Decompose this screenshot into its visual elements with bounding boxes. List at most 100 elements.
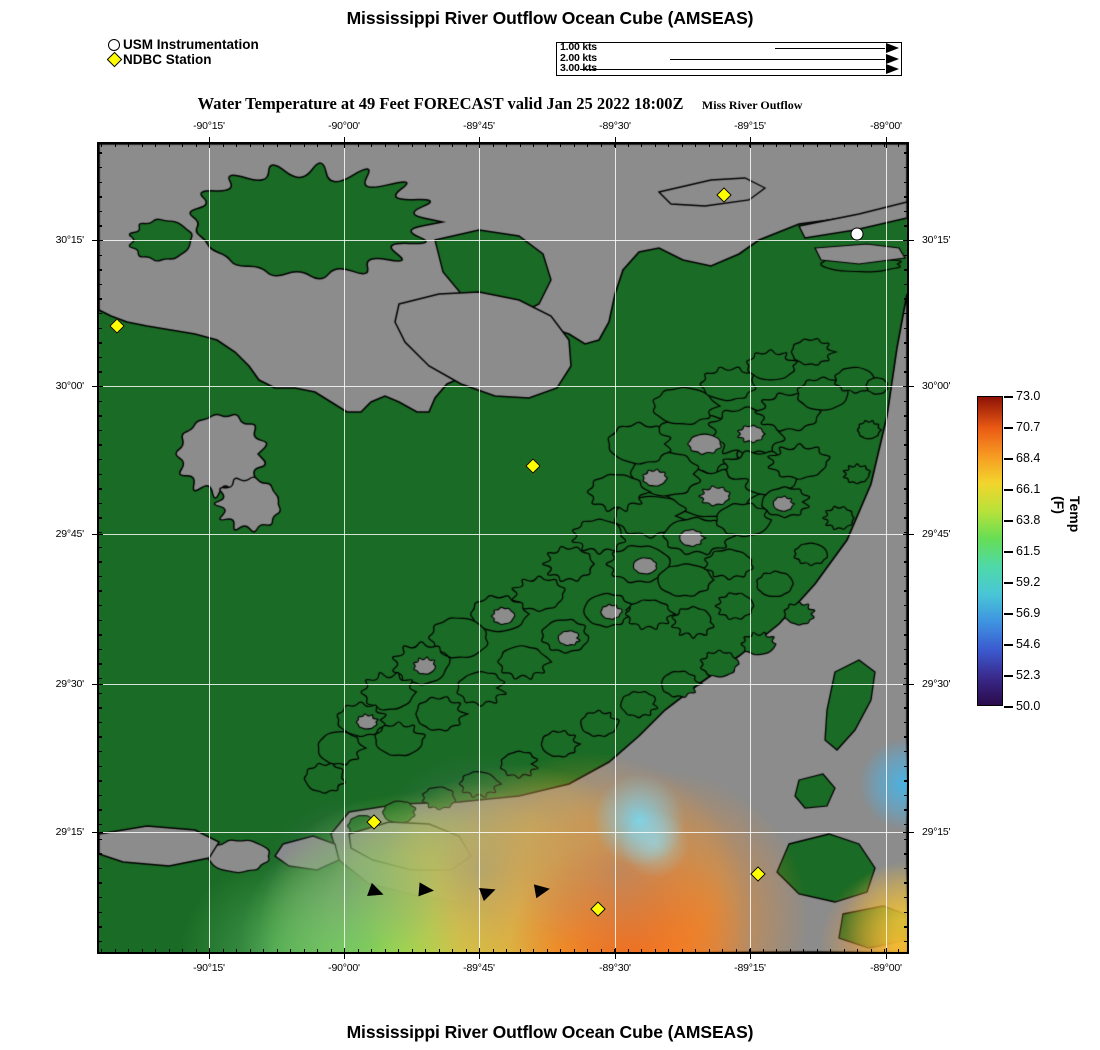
axis-tick-minor-y: [97, 415, 102, 417]
gridline-vertical: [479, 144, 481, 952]
velocity-scale-row: 1.00 kts: [557, 41, 901, 54]
axis-tick-minor-x: [641, 949, 643, 954]
axis-tick-minor-x: [560, 142, 562, 147]
axis-tick-major-x: [344, 948, 346, 959]
velocity-arrow-icon: [886, 43, 899, 53]
axis-tick-minor-y: [97, 780, 102, 782]
axis-tick-minor-x: [411, 142, 413, 147]
axis-tick-minor-y: [97, 794, 102, 797]
axis-tick-minor-x: [830, 949, 832, 954]
axis-tick-major-x: [886, 948, 888, 959]
diamond-icon: [106, 51, 123, 68]
axis-tick-major-y: [92, 240, 103, 242]
axis-tick-minor-y: [904, 517, 909, 519]
axis-tick-minor-y: [904, 765, 909, 767]
axis-tick-major-x: [750, 137, 752, 148]
y-axis-tick-label: 30°15': [922, 234, 951, 246]
axis-tick-minor-y: [904, 809, 909, 811]
axis-tick-minor-y: [97, 459, 102, 461]
axis-tick-minor-y: [97, 254, 102, 256]
current-vector-arrow-icon: [418, 882, 435, 898]
axis-tick-minor-x: [533, 142, 535, 147]
y-axis-tick-label: 29°30': [922, 678, 951, 690]
page-title: Mississippi River Outflow Ocean Cube (AM…: [346, 8, 754, 28]
axis-tick-minor-x: [438, 142, 440, 147]
axis-tick-minor-y: [97, 663, 102, 665]
velocity-scale-legend: 1.00 kts 2.00 kts 3.00 kts: [556, 42, 902, 76]
axis-tick-major-y: [92, 832, 103, 834]
axis-tick-minor-y: [904, 678, 909, 680]
axis-tick-minor-y: [904, 663, 909, 665]
axis-tick-minor-x: [870, 142, 872, 147]
axis-tick-minor-x: [803, 949, 805, 954]
axis-tick-minor-x: [546, 142, 548, 147]
axis-tick-minor-x: [371, 142, 373, 147]
velocity-scale-line: [670, 58, 885, 60]
axis-tick-minor-x: [884, 949, 886, 954]
axis-tick-minor-y: [904, 648, 909, 651]
axis-tick-minor-x: [654, 949, 656, 954]
subtitle-region: Miss River Outflow: [701, 98, 803, 112]
axis-tick-minor-x: [249, 142, 251, 147]
y-axis-tick-label: 29°45': [55, 528, 85, 540]
axis-tick-minor-y: [904, 897, 909, 899]
axis-tick-major-y: [903, 534, 914, 536]
axis-tick-minor-x: [668, 949, 670, 954]
axis-tick-minor-x: [452, 949, 454, 954]
x-axis-tick-label: -89°30': [599, 120, 631, 132]
x-axis-tick-label: -90°00': [328, 120, 360, 132]
colorbar-tick-label: 59.2: [1016, 575, 1041, 589]
velocity-arrow-icon: [886, 64, 899, 75]
axis-tick-minor-x: [506, 142, 508, 147]
axis-tick-major-y: [92, 684, 103, 686]
usm-instrumentation-marker[interactable]: [850, 227, 864, 241]
y-axis-tick-label: 30°00': [55, 380, 85, 392]
colorbar-tick-label: 70.7: [1016, 420, 1041, 434]
axis-tick-minor-y: [904, 736, 909, 738]
axis-tick-minor-x: [263, 949, 265, 954]
gridline-vertical: [209, 144, 211, 952]
colorbar-tick-label: 73.0: [1016, 389, 1041, 403]
velocity-scale-label: 1.00 kts: [560, 41, 597, 53]
axis-tick-minor-y: [97, 605, 102, 607]
axis-tick-minor-y: [97, 181, 102, 183]
axis-tick-minor-y: [904, 867, 909, 870]
axis-tick-minor-x: [533, 949, 535, 954]
y-axis-tick-label: 29°30': [55, 678, 85, 690]
axis-tick-minor-y: [904, 940, 909, 943]
axis-tick-minor-y: [904, 561, 909, 563]
axis-tick-minor-y: [904, 356, 909, 359]
axis-tick-minor-x: [722, 949, 724, 954]
axis-tick-minor-y: [904, 400, 909, 402]
velocity-scale-line: [775, 48, 885, 50]
axis-tick-minor-x: [857, 949, 859, 954]
legend-item-usm: USM Instrumentation: [108, 37, 259, 52]
axis-tick-minor-y: [904, 911, 909, 913]
axis-tick-minor-y: [97, 911, 102, 913]
axis-tick-minor-x: [114, 949, 116, 954]
axis-tick-minor-y: [97, 517, 102, 519]
colorbar-tick-label: 61.5: [1016, 544, 1041, 558]
axis-tick-minor-y: [904, 415, 909, 417]
axis-tick-major-y: [903, 240, 914, 242]
axis-tick-major-x: [750, 948, 752, 959]
velocity-scale-line: [580, 69, 885, 71]
gridline-vertical: [886, 144, 888, 952]
axis-tick-minor-y: [904, 619, 909, 621]
marker-legend: USM Instrumentation NDBC Station: [106, 37, 259, 68]
axis-tick-minor-y: [904, 225, 909, 227]
axis-tick-minor-x: [762, 142, 764, 147]
map-plot[interactable]: [97, 142, 909, 954]
axis-tick-minor-y: [904, 824, 909, 826]
axis-tick-minor-y: [97, 926, 102, 928]
axis-tick-minor-x: [614, 142, 616, 147]
axis-tick-minor-x: [141, 142, 143, 147]
axis-tick-minor-y: [904, 152, 909, 154]
axis-tick-minor-y: [97, 269, 102, 271]
axis-tick-major-x: [344, 137, 346, 148]
axis-tick-minor-y: [97, 809, 102, 811]
colorbar-tick-label: 56.9: [1016, 606, 1041, 620]
axis-tick-minor-y: [904, 269, 909, 271]
axis-tick-minor-y: [97, 940, 102, 943]
axis-tick-minor-y: [904, 283, 909, 286]
